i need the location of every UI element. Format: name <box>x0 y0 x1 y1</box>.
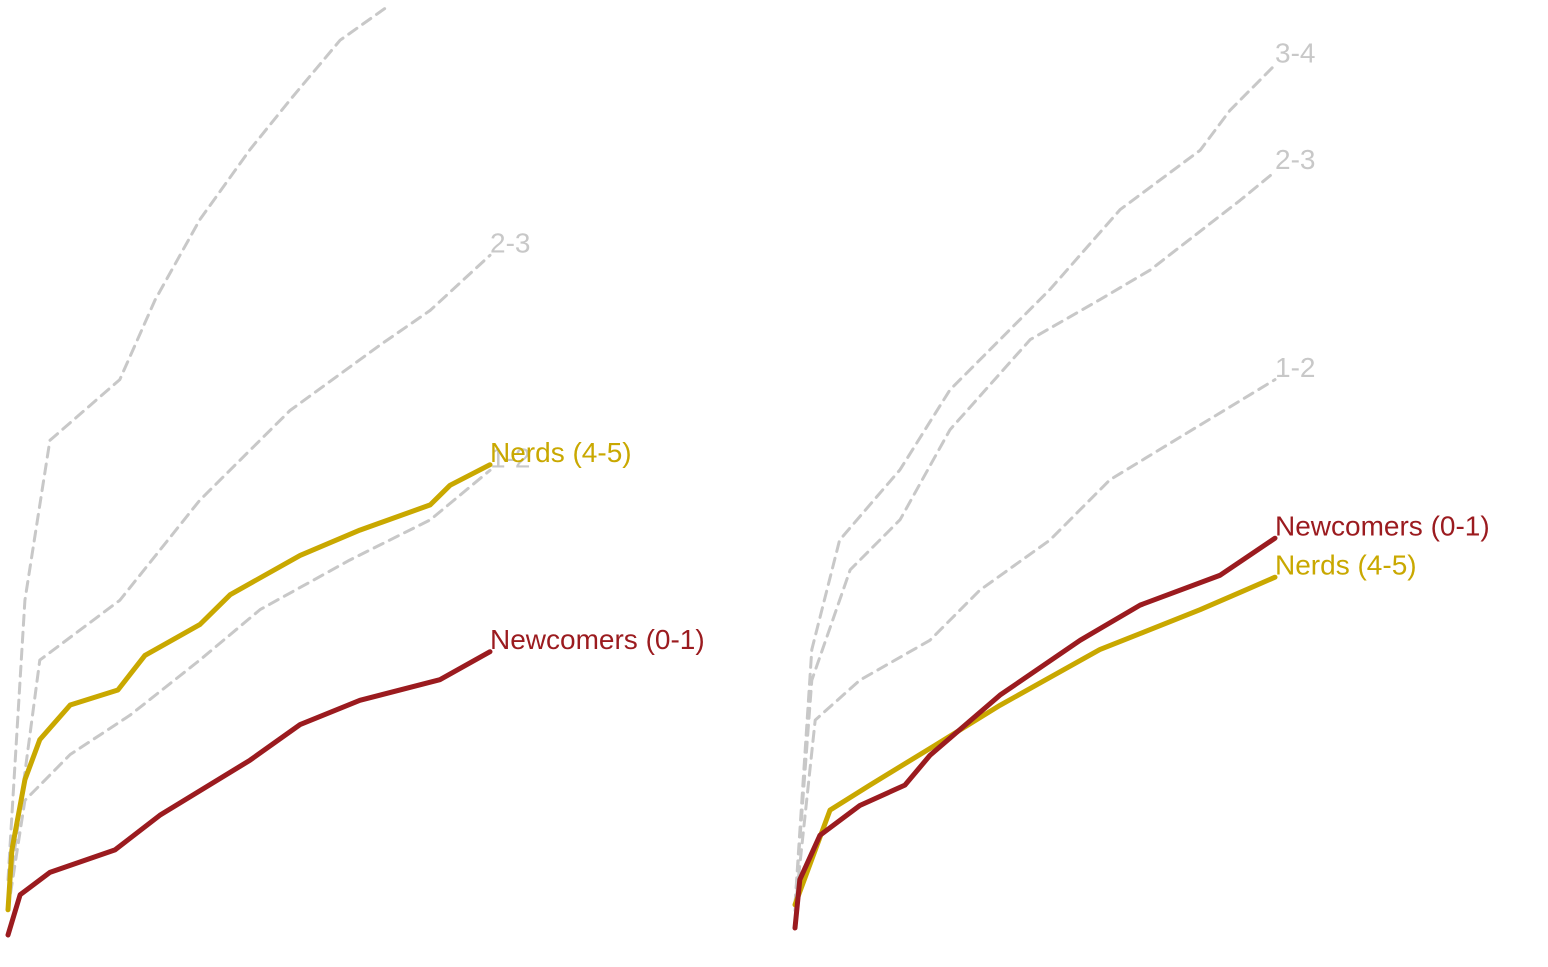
series-label: 1-2 <box>1275 352 1315 383</box>
series-label: 2-3 <box>1275 144 1315 175</box>
series-line <box>792 535 1278 931</box>
series-label: 2-3 <box>490 228 530 259</box>
series-label: 1-2 <box>490 443 530 474</box>
panel: 3-4 2-3 1-2 Nerds (4-5) Newcomers (0-1) <box>792 37 1490 931</box>
series-label: Newcomers (0-1) <box>490 624 705 655</box>
series-label: Newcomers (0-1) <box>1275 511 1490 542</box>
series-line <box>5 462 493 913</box>
series-line <box>793 170 1277 907</box>
series-line <box>792 574 1278 908</box>
series-line <box>6 253 492 902</box>
series-line <box>793 63 1277 907</box>
series-line <box>5 649 493 938</box>
series-line <box>6 3 392 882</box>
series-label: Nerds (4-5) <box>490 437 632 468</box>
series-line <box>793 378 1277 912</box>
series-label: Nerds (4-5) <box>1275 550 1417 581</box>
series-label: 3-4 <box>1275 37 1315 68</box>
series-line <box>6 468 492 912</box>
